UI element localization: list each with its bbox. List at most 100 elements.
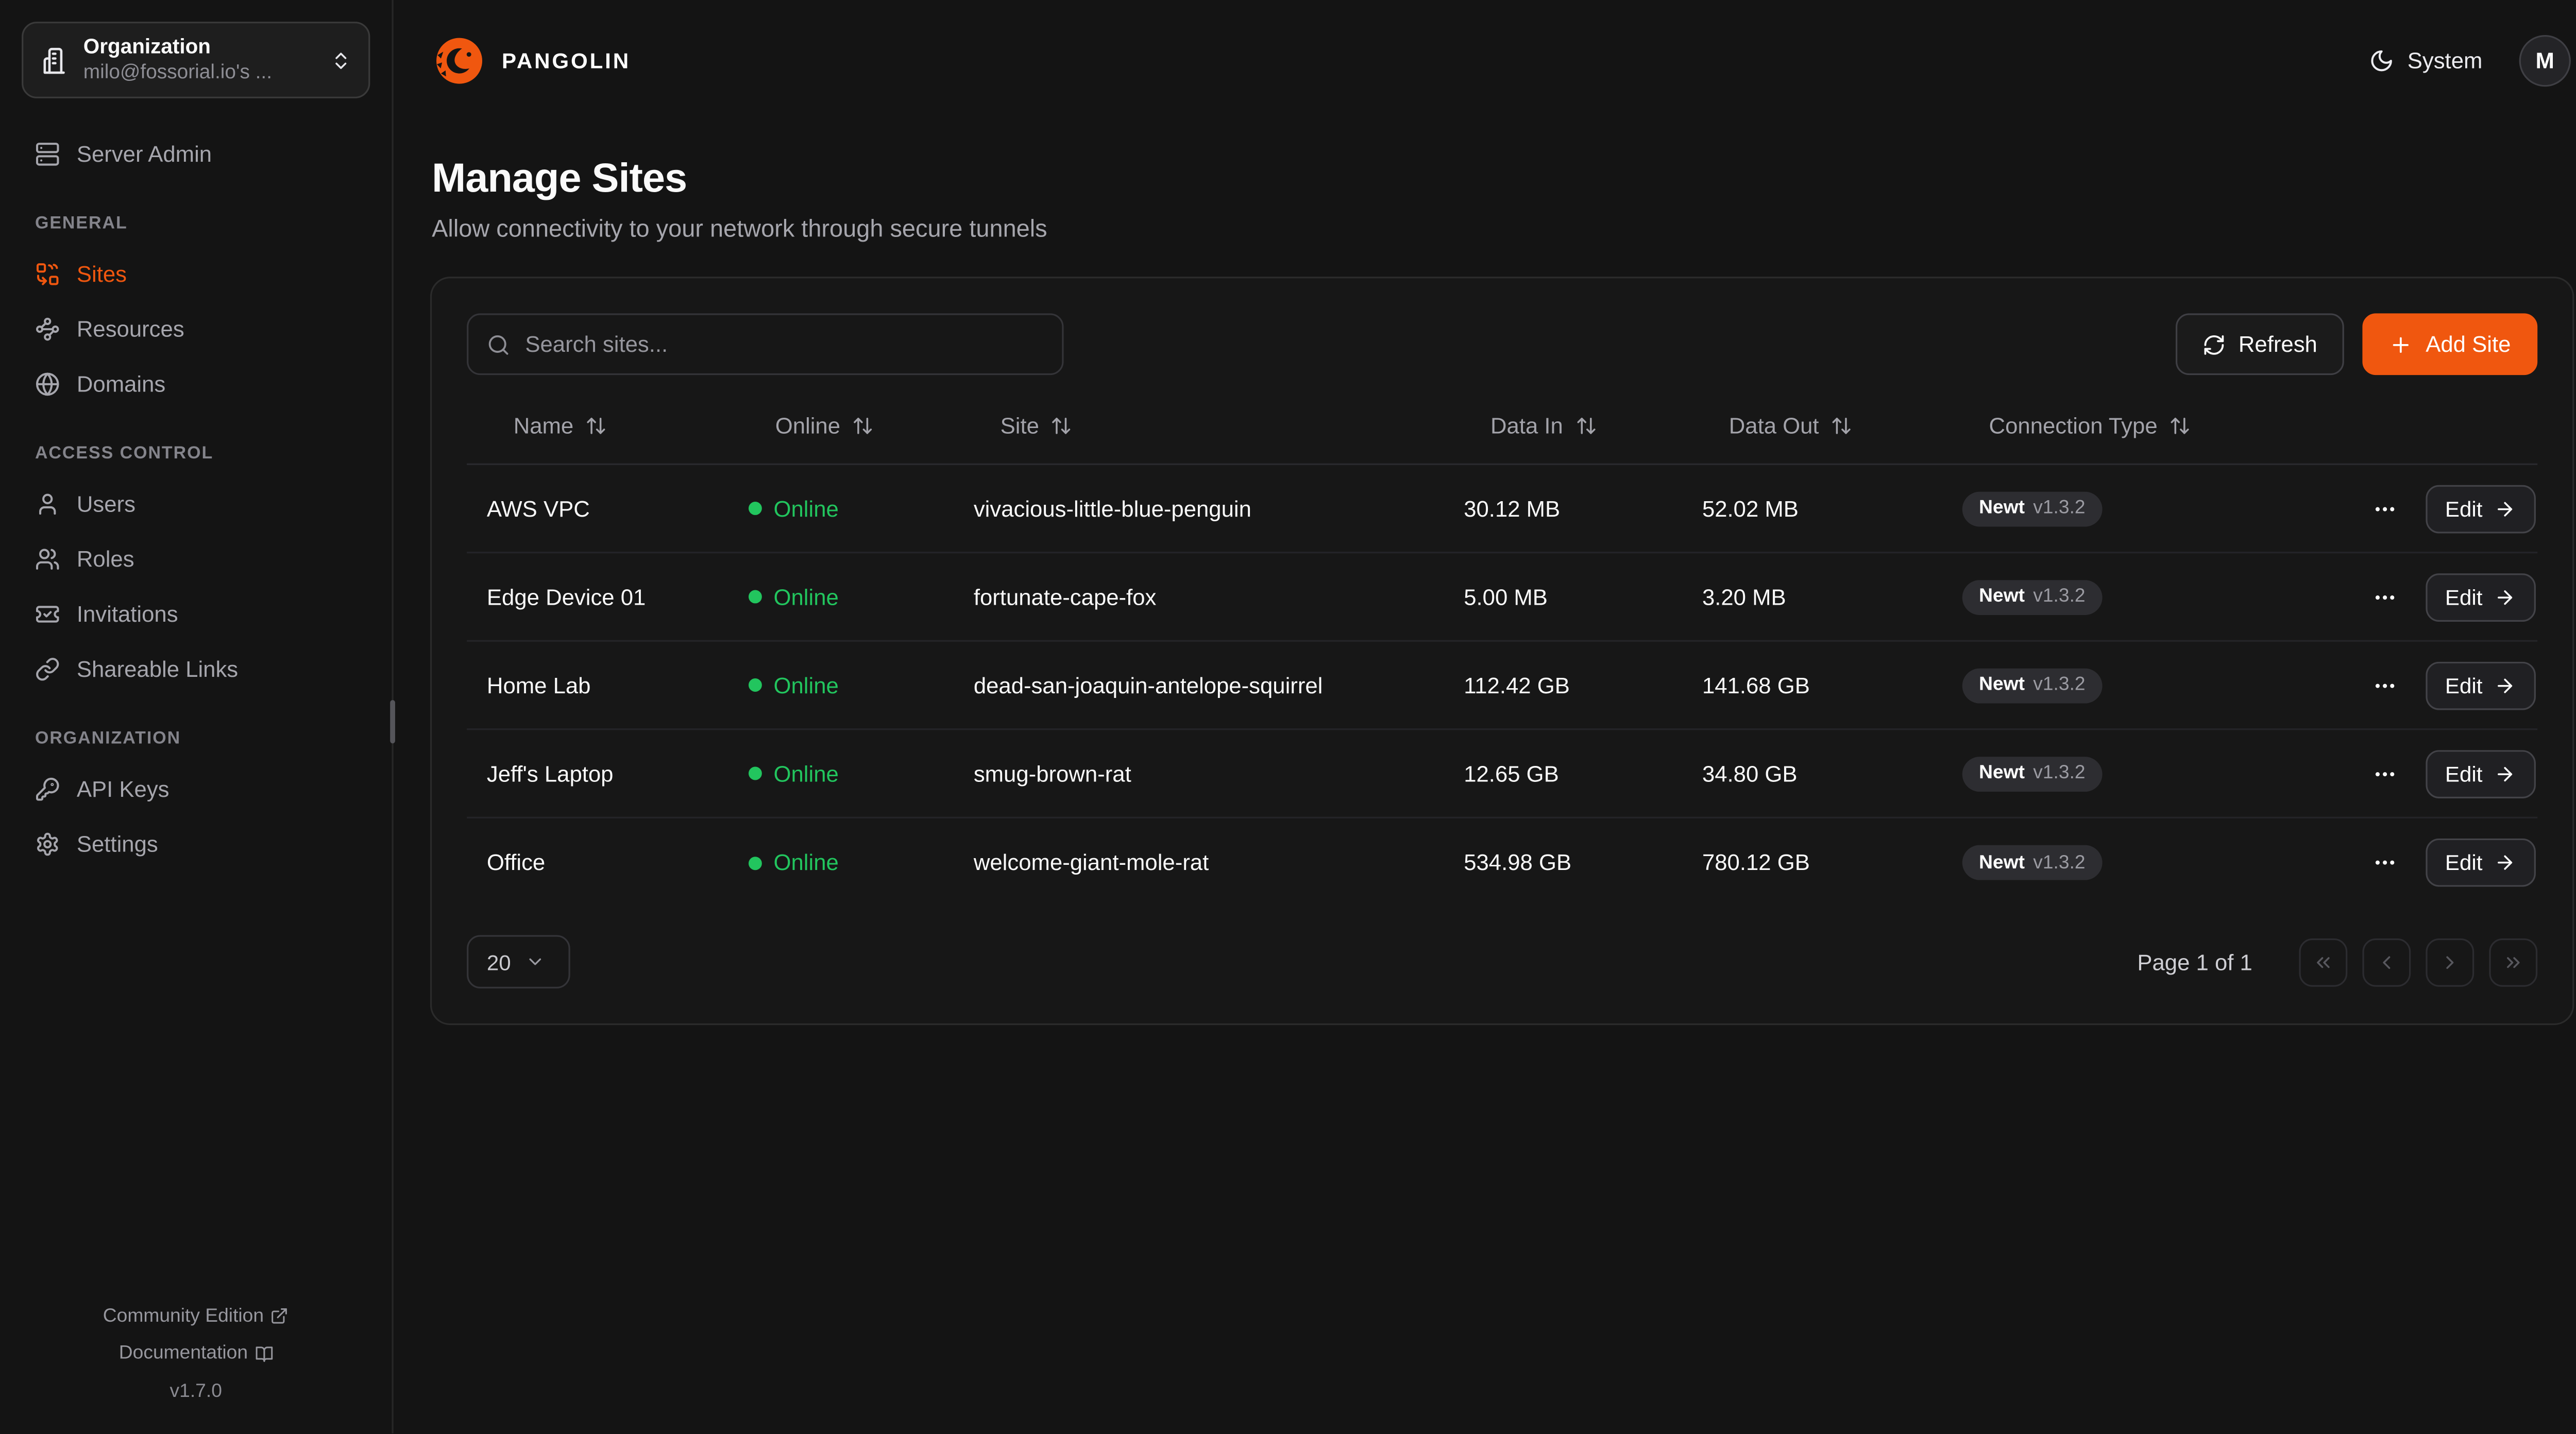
sidebar-item-roles[interactable]: Roles [22, 532, 370, 585]
edit-button[interactable]: Edit [2425, 572, 2536, 621]
cell-data-in: 30.12 MB [1464, 496, 1561, 521]
org-switcher-value: milo@fossorial.io's ... [83, 60, 273, 84]
arrow-right-icon [2498, 766, 2513, 781]
sidebar-item-domains[interactable]: Domains [22, 357, 370, 411]
sidebar-resize-handle[interactable] [390, 700, 395, 744]
cell-data-in: 12.65 GB [1464, 761, 1559, 786]
cell-data-out: 34.80 GB [1702, 761, 1798, 786]
section-label-general: GENERAL [35, 213, 128, 234]
column-header-name[interactable]: Name [467, 414, 728, 438]
online-dot [748, 590, 762, 604]
cell-site: dead-san-joaquin-antelope-squirrel [973, 672, 1323, 698]
cell-data-out: 141.68 GB [1702, 672, 1810, 698]
globe-icon [36, 372, 59, 395]
arrow-right-icon [2498, 501, 2513, 516]
sort-icon [1577, 418, 1595, 434]
community-edition-link[interactable]: Community Edition [103, 1298, 289, 1336]
column-header-site[interactable]: Site [954, 414, 1444, 438]
cell-connection-type: Newt v1.3.2 [1942, 845, 2347, 880]
ellipsis-icon [2375, 771, 2394, 776]
edit-button[interactable]: Edit [2425, 838, 2536, 887]
brand-name: PANGOLIN [502, 47, 631, 73]
theme-toggle[interactable]: System [2369, 47, 2482, 73]
sidebar-item-invitations[interactable]: Invitations [22, 587, 370, 640]
ticket-check-icon [36, 605, 59, 622]
column-header-data-in[interactable]: Data In [1444, 414, 1682, 438]
ellipsis-icon [2375, 682, 2394, 688]
sidebar-item-users[interactable]: Users [22, 476, 370, 530]
refresh-button[interactable]: Refresh [2175, 313, 2344, 375]
row-menu-button[interactable] [2365, 489, 2403, 527]
cell-data-in: 534.98 GB [1464, 850, 1572, 875]
cell-data-in: 5.00 MB [1464, 584, 1548, 609]
page-info: Page 1 of 1 [2137, 949, 2252, 975]
table-row: Home Lab Online dead-san-joaquin-antelop… [467, 642, 2538, 730]
last-page-button[interactable] [2489, 937, 2538, 986]
documentation-link[interactable]: Documentation [119, 1336, 273, 1373]
sidebar-item-resources[interactable]: Resources [22, 302, 370, 355]
edit-button[interactable]: Edit [2425, 749, 2536, 798]
org-switcher-label: Organization [83, 34, 211, 58]
cell-data-out: 780.12 GB [1702, 850, 1810, 875]
next-page-button[interactable] [2426, 937, 2475, 986]
sort-icon [1832, 418, 1851, 434]
cell-site: vivacious-little-blue-penguin [973, 496, 1251, 521]
sidebar-item-sites[interactable]: Sites [22, 247, 370, 300]
first-page-button[interactable] [2299, 937, 2348, 986]
sort-icon [854, 418, 872, 434]
chevron-down-icon [530, 958, 542, 965]
key-icon [36, 777, 59, 800]
topbar: PANGOLIN System M [394, 0, 2576, 120]
column-header-online[interactable]: Online [728, 414, 954, 438]
table-footer: 20 Page 1 of 1 [467, 935, 2538, 988]
table-row: Jeff's Laptop Online smug-brown-rat 12.6… [467, 730, 2538, 818]
edit-button[interactable]: Edit [2425, 484, 2536, 533]
search-box [467, 313, 1064, 375]
edit-button[interactable]: Edit [2425, 661, 2536, 709]
row-menu-button[interactable] [2365, 666, 2403, 704]
search-input[interactable] [525, 331, 1044, 357]
sidebar-item-api-keys[interactable]: API Keys [22, 762, 370, 815]
page-size-select[interactable]: 20 [467, 935, 570, 988]
cell-status: Online [728, 850, 954, 875]
column-header-connection-type[interactable]: Connection Type [1942, 414, 2347, 438]
external-link-icon [272, 1309, 287, 1325]
row-menu-button[interactable] [2365, 577, 2403, 616]
row-menu-button[interactable] [2365, 843, 2403, 881]
brand-logo[interactable]: PANGOLIN [432, 32, 631, 88]
cell-connection-type: Newt v1.3.2 [1942, 491, 2347, 526]
org-switcher[interactable]: Organization milo@fossorial.io's ... [22, 22, 370, 98]
sidebar-item-shareable-links[interactable]: Shareable Links [22, 642, 370, 695]
cell-site: welcome-giant-mole-rat [973, 850, 1209, 875]
main-content: PANGOLIN System M Manage Sites Allow con… [394, 0, 2576, 1433]
sites-card: Refresh Add Site Name Online [430, 277, 2574, 1026]
connection-badge: Newt v1.3.2 [1962, 579, 2102, 614]
connection-badge: Newt v1.3.2 [1962, 668, 2102, 703]
online-dot [748, 678, 762, 692]
arrow-right-icon [2498, 677, 2513, 693]
moon-icon [2371, 49, 2392, 71]
sidebar-item-server-admin[interactable]: Server Admin [22, 127, 370, 180]
connection-badge: Newt v1.3.2 [1962, 491, 2102, 526]
arrow-right-icon [2498, 589, 2513, 604]
cell-site: fortunate-cape-fox [973, 584, 1157, 609]
previous-page-button[interactable] [2362, 937, 2411, 986]
row-menu-button[interactable] [2365, 754, 2403, 792]
cell-name: Jeff's Laptop [486, 761, 614, 786]
users-icon [36, 548, 59, 569]
table-header-row: Name Online Site Data In [467, 388, 2538, 465]
cell-connection-type: Newt v1.3.2 [1942, 756, 2347, 791]
pangolin-logo-icon [436, 37, 483, 83]
link-icon [36, 657, 59, 680]
section-label-access-control: ACCESS CONTROL [35, 443, 214, 464]
sidebar-item-settings[interactable]: Settings [22, 817, 370, 870]
app-version: v1.7.0 [170, 1381, 222, 1402]
add-site-button[interactable]: Add Site [2362, 313, 2538, 375]
table-row: AWS VPC Online vivacious-little-blue-pen… [467, 465, 2538, 554]
cell-site: smug-brown-rat [973, 761, 1131, 786]
user-avatar[interactable]: M [2519, 34, 2571, 86]
cell-data-out: 3.20 MB [1702, 584, 1786, 609]
online-dot [748, 502, 762, 515]
column-header-data-out[interactable]: Data Out [1682, 414, 1942, 438]
